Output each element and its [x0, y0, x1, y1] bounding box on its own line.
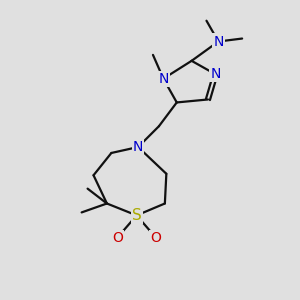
Text: N: N — [213, 34, 224, 49]
Text: N: N — [133, 140, 143, 154]
Text: N: N — [210, 67, 220, 81]
Text: S: S — [132, 208, 142, 223]
Text: O: O — [151, 231, 161, 245]
Text: N: N — [158, 72, 169, 86]
Text: O: O — [112, 231, 123, 245]
